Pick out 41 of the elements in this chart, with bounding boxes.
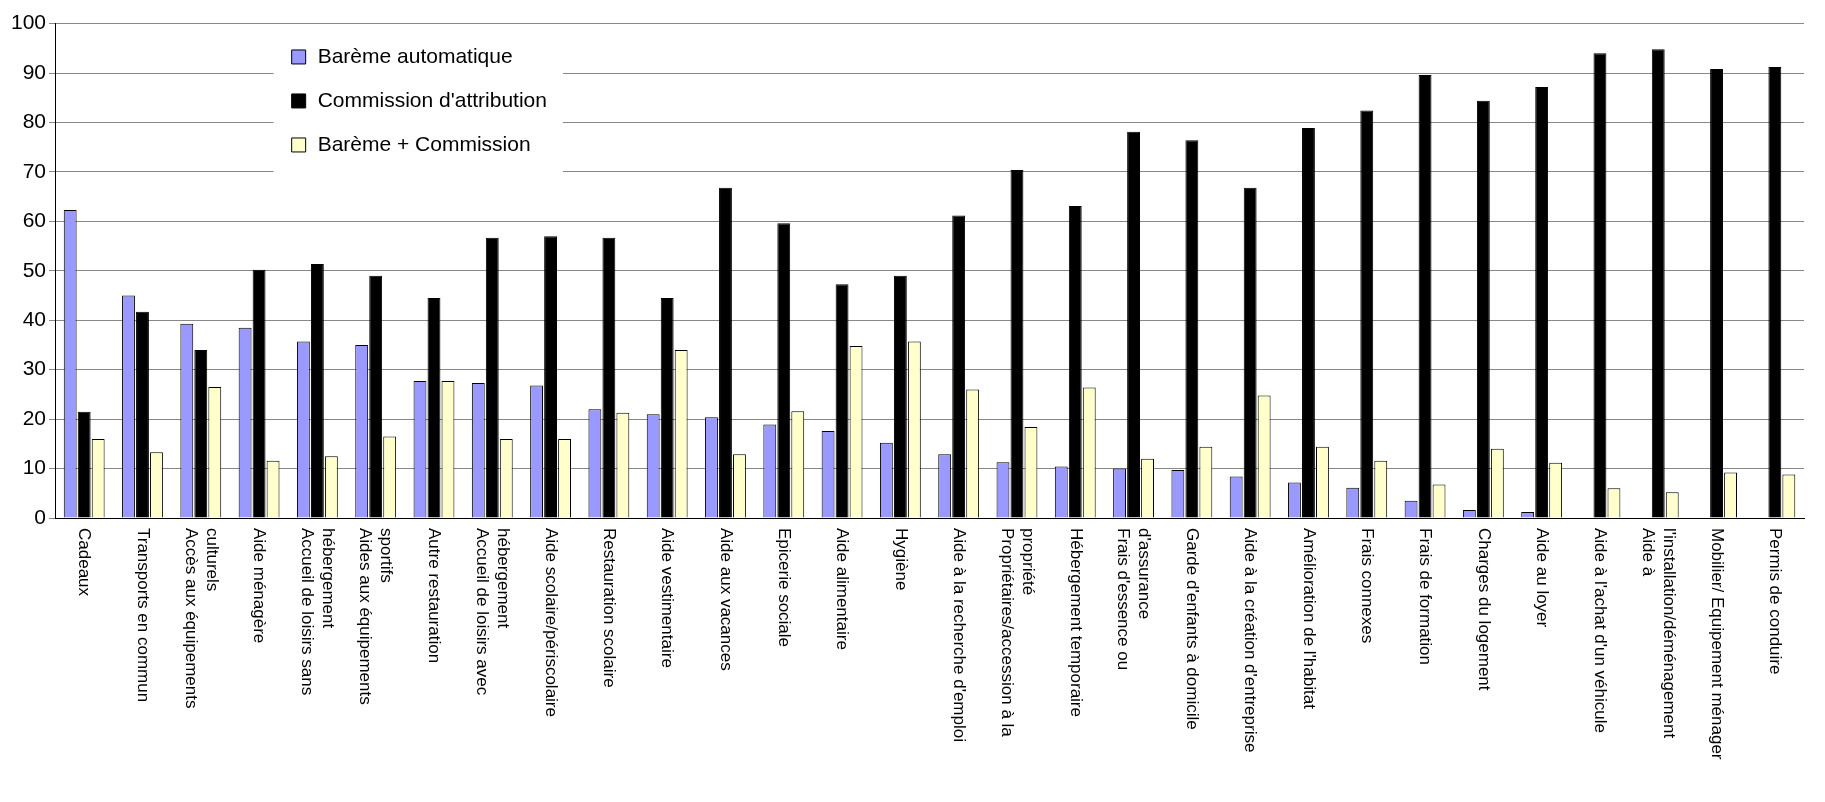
legend-label: Barème automatique — [317, 43, 513, 67]
x-tick-label: Aide alimentaire — [833, 528, 853, 650]
legend-label: Commission d'attribution — [317, 87, 547, 111]
y-tick-label: 40 — [22, 307, 47, 331]
x-tick-label: Aide à l'installation/déménagement — [1639, 528, 1680, 739]
y-tick-label: 20 — [22, 405, 47, 429]
x-tick-label: Permis de conduire — [1766, 528, 1786, 675]
y-tick-label: 60 — [22, 208, 47, 232]
x-tick-label: Aide à l'achat d'un véhicule — [1591, 528, 1611, 733]
y-tick-label: 100 — [10, 10, 47, 34]
x-tick-label: Hébergement temporaire — [1066, 528, 1086, 717]
x-tick-label: Accès aux équipements culturels — [181, 528, 222, 709]
y-tick-label: 30 — [22, 356, 47, 380]
x-tick-label: Charges du logement — [1474, 528, 1494, 691]
x-tick-label: Frais connexes — [1358, 528, 1378, 644]
x-tick-label: Hygiène — [891, 528, 911, 591]
legend-label: Barème + Commission — [317, 131, 531, 155]
x-tick-label: Aide à la recherche d'emploi — [949, 528, 969, 742]
x-tick-label: Frais d'essence ou d'assurance — [1114, 528, 1155, 671]
x-tick-label: Aide ménagère — [250, 528, 270, 644]
x-tick-label: Aide à la création d'entreprise — [1241, 528, 1261, 753]
y-tick-label: 0 — [34, 504, 47, 528]
x-tick-label: Epicerie sociale — [775, 528, 795, 648]
x-tick-label: Transports en commun — [133, 528, 153, 703]
y-tick-label: 90 — [22, 59, 47, 83]
x-tick-label: Cadeaux — [75, 528, 95, 597]
y-tick-label: 70 — [22, 158, 47, 182]
y-tick-label: 80 — [22, 109, 47, 133]
x-tick-label: Aide vestimentaire — [658, 528, 678, 668]
x-tick-label: Restauration scolaire — [600, 528, 620, 688]
x-tick-label: Mobilier/ Equipement ménager — [1707, 528, 1727, 760]
x-tick-label: Propriétaires/accession à la propriété — [997, 528, 1038, 738]
x-tick-label: Garde d'enfants à domicile — [1183, 528, 1203, 730]
y-tick-label: 50 — [22, 257, 47, 281]
x-tick-label: Aide scolaire/périscolaire — [541, 528, 561, 717]
y-tick-label: 10 — [22, 455, 47, 479]
x-tick-label: Autre restauration — [425, 528, 445, 664]
x-tick-label: Frais de formation — [1416, 528, 1436, 665]
x-tick-label: Amélioration de l'habitat — [1299, 528, 1319, 710]
x-tick-label: Aide au loyer — [1532, 528, 1552, 628]
x-tick-label: Aide aux vacances — [716, 528, 736, 671]
